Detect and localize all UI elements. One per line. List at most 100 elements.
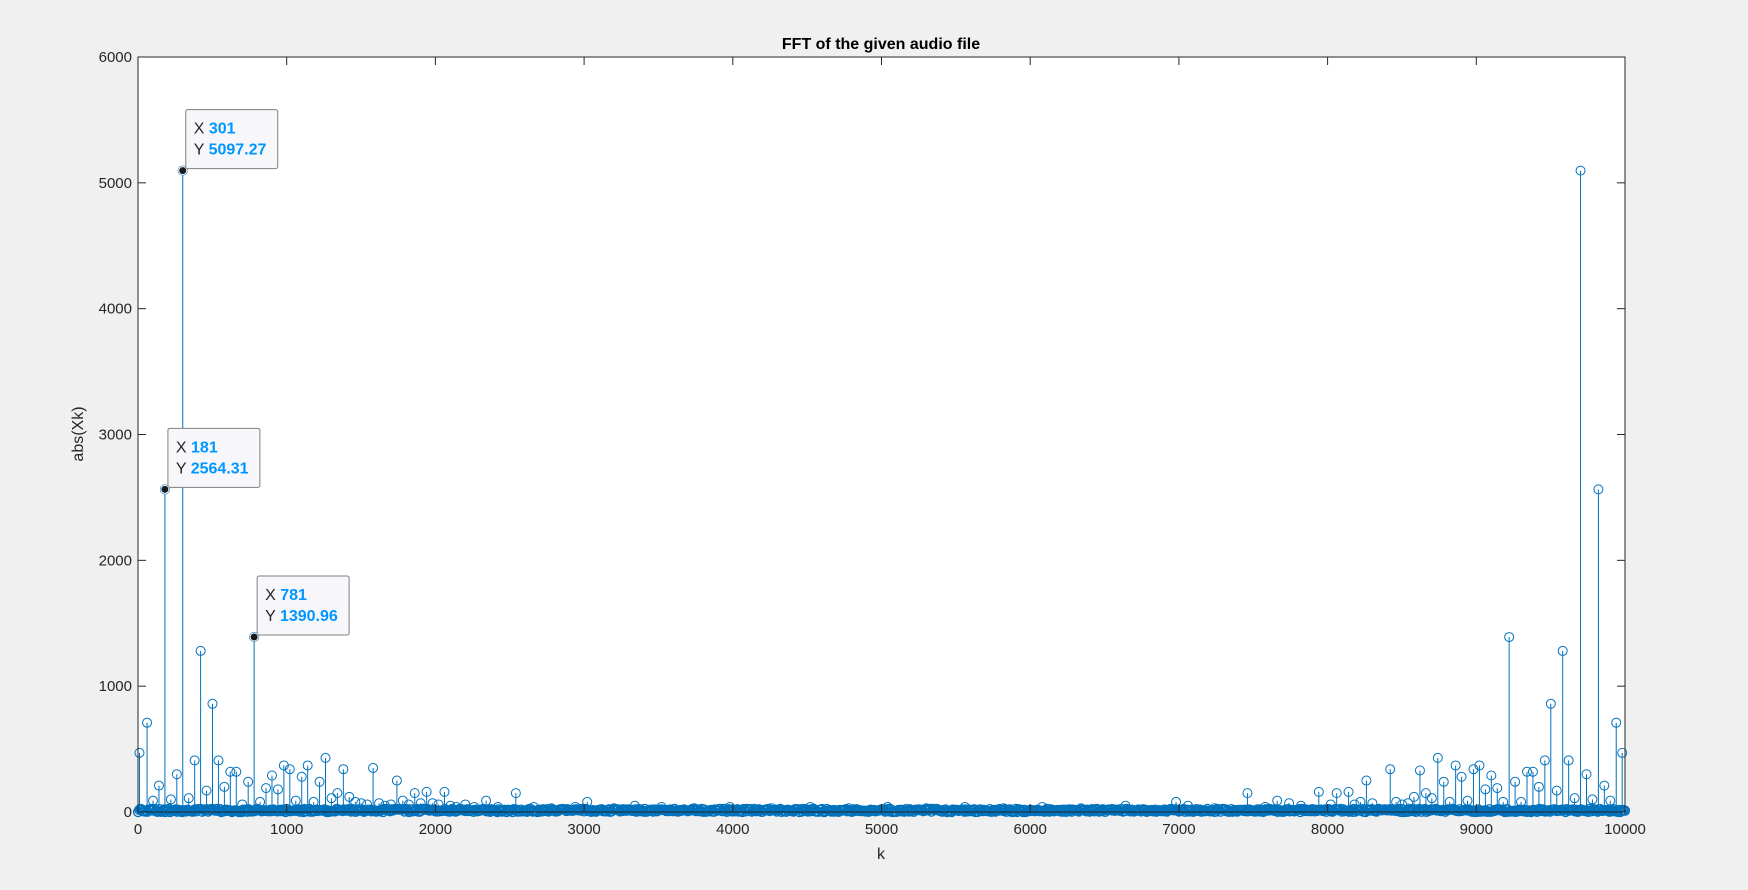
stem-marker — [1456, 771, 1467, 782]
datatip[interactable]: X 301 Y 5097.27 — [178, 109, 279, 176]
stem-marker — [1516, 796, 1527, 807]
stem-marker — [1563, 755, 1574, 766]
stem-marker — [266, 770, 277, 781]
stem-marker — [1385, 764, 1396, 775]
stem-marker — [344, 791, 355, 802]
stem-marker — [608, 803, 619, 814]
stem-marker — [469, 801, 480, 812]
x-tick-label: 8000 — [1311, 821, 1344, 838]
stem-marker — [1510, 776, 1521, 787]
stem-marker — [379, 800, 390, 811]
stem-marker — [1182, 800, 1193, 811]
stem-marker — [1037, 801, 1048, 812]
stem-marker — [290, 795, 301, 806]
stem-marker — [272, 784, 283, 795]
datatip-box — [256, 575, 350, 636]
datatip-box — [167, 427, 261, 488]
stem-marker — [493, 801, 504, 812]
x-tick-label: 10000 — [1604, 821, 1646, 838]
stem-marker — [445, 800, 456, 811]
stem-marker — [1120, 800, 1131, 811]
axis-ticks: 0 1000 2000 3000 4000 5000 6000 7000 8000 9000 100… — [99, 49, 1646, 838]
stem-marker — [921, 803, 932, 814]
x-tick-label: 9000 — [1460, 821, 1493, 838]
stem-marker — [570, 801, 581, 812]
stem-marker — [843, 803, 854, 814]
stem-marker — [326, 793, 337, 804]
chart-title: FFT of the given audio file — [782, 36, 980, 53]
stem-marker — [1260, 801, 1271, 812]
stem-marker — [278, 760, 289, 771]
stem-marker — [1486, 770, 1497, 781]
datatip[interactable]: X 181 Y 2564.31 — [160, 427, 261, 494]
stem-marker — [296, 771, 307, 782]
stem-marker — [1617, 747, 1628, 758]
stem-marker — [1403, 798, 1414, 809]
stem-marker — [1587, 794, 1598, 805]
datatip-point — [249, 632, 259, 642]
stem-marker — [1426, 793, 1437, 804]
stem-marker — [261, 783, 272, 794]
stem-marker — [439, 786, 450, 797]
stem-marker — [1171, 796, 1182, 807]
stem-marker — [243, 776, 254, 787]
stem-marker — [362, 799, 373, 810]
x-tick-label: 1000 — [270, 821, 303, 838]
stem-marker — [1408, 791, 1419, 802]
stem-marker — [403, 799, 414, 810]
stem-marker — [237, 799, 248, 810]
stem-marker — [1545, 698, 1556, 709]
stem-marker — [1284, 798, 1295, 809]
stem-marker — [397, 795, 408, 806]
datatip[interactable]: X 781 Y 1390.96 — [249, 575, 350, 642]
stem-marker — [219, 781, 230, 792]
stem-marker — [320, 752, 331, 763]
stem-marker — [1295, 800, 1306, 811]
stem-marker — [1414, 765, 1425, 776]
stem-marker — [1569, 793, 1580, 804]
baseline-marker — [715, 803, 727, 815]
stem-marker — [1599, 780, 1610, 791]
stem-marker — [1355, 796, 1366, 807]
stem-marker — [391, 775, 402, 786]
stem-marker — [374, 798, 385, 809]
stem-marker — [332, 788, 343, 799]
stem-marker — [1343, 786, 1354, 797]
stem-marker — [1462, 795, 1473, 806]
stem-marker — [171, 769, 182, 780]
stem-marker — [1438, 776, 1449, 787]
baseline-marker — [703, 806, 715, 817]
stem-marker — [308, 796, 319, 807]
stem-marker — [1420, 788, 1431, 799]
stem-marker — [427, 798, 438, 809]
stem-marker — [689, 803, 700, 814]
stem-marker — [142, 717, 153, 728]
x-tick-label: 0 — [134, 821, 142, 838]
x-tick-label: 3000 — [567, 821, 600, 838]
stem-marker — [998, 803, 1009, 814]
stem-marker — [189, 755, 200, 766]
stem-marker — [231, 766, 242, 777]
datatip-point — [178, 166, 188, 176]
datatips: X 301 Y 5097.27 X 181 Y 2564.31 X 781 Y 1390.… — [160, 109, 350, 642]
stem-marker — [1504, 632, 1515, 643]
stem-marker — [1468, 764, 1479, 775]
stem-marker — [165, 794, 176, 805]
stem-marker — [314, 776, 325, 787]
stem-marker — [1349, 799, 1360, 810]
y-tick-label: 5000 — [99, 175, 132, 192]
stem-marker — [213, 755, 224, 766]
stem-marker — [959, 801, 970, 812]
stem-marker — [1593, 484, 1604, 495]
stem-marker — [356, 798, 367, 809]
stem-marker — [225, 766, 236, 777]
stem-marker — [1575, 165, 1586, 176]
stem-marker — [421, 786, 432, 797]
stem-marker — [1242, 788, 1253, 799]
stem-marker — [1313, 786, 1324, 797]
stem-marker — [460, 799, 471, 810]
stem-marker — [255, 796, 266, 807]
stem-marker — [148, 795, 159, 806]
stem-marker — [805, 801, 816, 812]
